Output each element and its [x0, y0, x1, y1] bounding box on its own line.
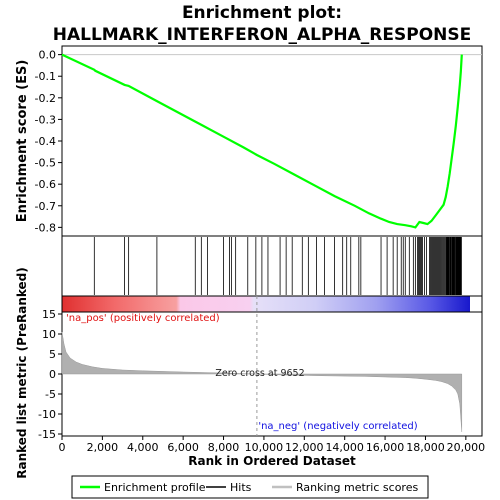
x-tick-label: 16,000: [366, 441, 405, 454]
metric-y-tick-label: -5: [45, 388, 56, 401]
es-y-tick-label: -0.5: [35, 157, 56, 170]
enrichment-profile-line: [61, 53, 463, 229]
x-tick-label: 0: [59, 441, 66, 454]
legend-label-ranking: Ranking metric scores: [296, 481, 418, 494]
metric-y-tick-label: -10: [38, 408, 56, 421]
legend-label-enrichment: Enrichment profile: [104, 481, 206, 494]
hits-panel: [93, 237, 462, 295]
chart-title-line2: HALLMARK_INTERFERON_ALPHA_RESPONSE: [53, 25, 472, 45]
es-y-tick-label: -0.4: [35, 135, 56, 148]
x-tick-label: 4,000: [127, 441, 159, 454]
ranking-metric-area: [61, 331, 463, 433]
x-tick-label: 20,000: [447, 441, 486, 454]
x-tick-label: 10,000: [245, 441, 284, 454]
es-y-tick-label: -0.6: [35, 178, 56, 191]
legend: Enrichment profile Hits Ranking metric s…: [71, 475, 429, 499]
pos-correlated-label: 'na_pos' (positively correlated): [66, 313, 220, 324]
metric-y-tick-label: 5: [49, 348, 56, 361]
es-y-tick-label: -0.3: [35, 113, 56, 126]
x-tick-label: 12,000: [285, 441, 324, 454]
ranking-color-bar: [62, 296, 470, 312]
x-tick-label: 6,000: [167, 441, 199, 454]
es-y-tick-label: -0.2: [35, 92, 56, 105]
chart-title-line1: Enrichment plot:: [182, 3, 342, 23]
metric-y-ticks: 15 10 5 0 -5 -10 -15: [38, 308, 62, 441]
metric-y-tick-label: 0: [49, 368, 56, 381]
metric-y-tick-label: 10: [42, 328, 56, 341]
es-y-tick-label: -0.7: [35, 200, 56, 213]
es-y-tick-label: -0.1: [35, 70, 56, 83]
x-axis-label: Rank in Ordered Dataset: [188, 454, 356, 468]
metric-y-tick-label: 15: [42, 308, 56, 321]
x-tick-label: 18,000: [406, 441, 445, 454]
es-y-tick-label: 0.0: [39, 49, 57, 62]
es-y-ticks: 0.0 -0.1 -0.2 -0.3 -0.4 -0.5 -0.6 -0.7 -0.8: [35, 49, 62, 234]
x-tick-label: 8,000: [208, 441, 240, 454]
x-axis-ticks: 0 2,000 4,000 6,000 8,000 10,000 12,000 14,000 1…: [59, 436, 486, 454]
x-tick-label: 2,000: [87, 441, 119, 454]
metric-y-axis-label: Ranked list metric (PreRanked): [15, 267, 29, 479]
es-y-axis-label: Enrichment score (ES): [15, 60, 30, 223]
hits-panel-frame: [61, 235, 483, 297]
zero-cross-label: Zero cross at 9652: [215, 368, 304, 379]
es-y-tick-label: -0.8: [35, 221, 56, 234]
legend-label-hits: Hits: [230, 481, 252, 494]
x-tick-label: 14,000: [325, 441, 364, 454]
metric-y-tick-label: -15: [38, 428, 56, 441]
es-panel-frame: [61, 45, 483, 237]
neg-correlated-label: 'na_neg' (negatively correlated): [258, 421, 417, 432]
legend-box: [71, 475, 429, 499]
